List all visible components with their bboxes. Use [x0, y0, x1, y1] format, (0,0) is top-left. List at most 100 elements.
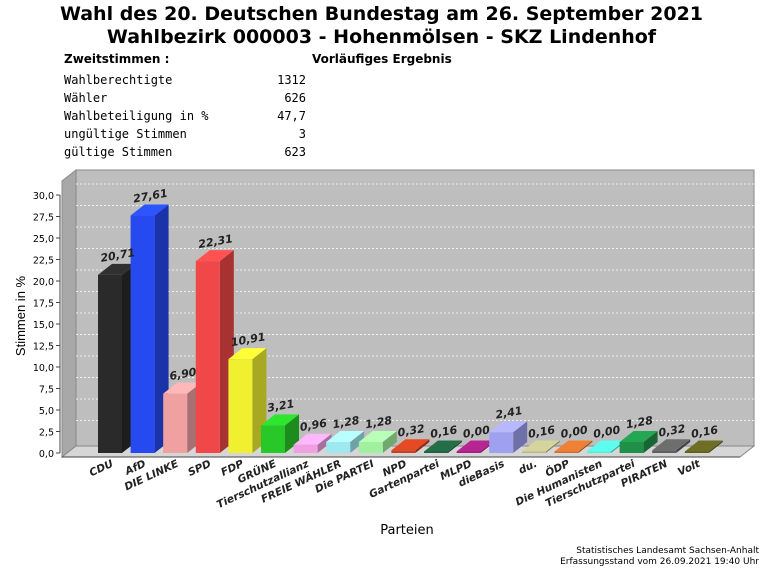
bar-front	[130, 215, 155, 453]
bar-front	[261, 425, 285, 453]
bar-value-label: 6,90	[168, 365, 197, 383]
bar-value-label: 0,00	[592, 423, 621, 441]
bar-value-label: 27,61	[132, 187, 169, 206]
y-tick-label: 17,5	[33, 299, 54, 310]
y-tick-label: 0,0	[39, 449, 54, 460]
bar-front	[228, 359, 253, 453]
bar-front	[652, 450, 677, 453]
y-tick-label: 7,5	[39, 385, 54, 396]
bar-die-linke	[163, 382, 202, 453]
bar-front	[358, 441, 383, 453]
bar-top	[195, 250, 234, 262]
bar-front	[293, 444, 318, 453]
y-tick-label: 2,5	[39, 428, 54, 439]
bar-top	[489, 421, 528, 433]
bar-value-label: 0,00	[462, 423, 491, 441]
plot-left-wall	[61, 168, 77, 459]
y-axis-label: Stimmen in %	[13, 275, 28, 356]
bar-value-label: 0,96	[299, 416, 328, 434]
bar-side	[545, 440, 560, 453]
x-tick-label: CDU	[88, 458, 116, 480]
y-tick-label: 30,0	[33, 191, 54, 202]
stat-value: 623	[284, 145, 306, 159]
stat-value: 1312	[277, 73, 306, 87]
bar-value-label: 1,28	[364, 414, 393, 432]
bar-front	[326, 441, 351, 453]
bar-front	[554, 451, 579, 453]
bar-spd	[195, 250, 234, 453]
bar-value-label: 0,00	[560, 423, 589, 441]
bar--dp	[554, 440, 593, 453]
bar-side	[382, 430, 397, 453]
preliminary-result-label: Vorläufiges Ergebnis	[312, 52, 452, 66]
bar-side	[154, 204, 169, 453]
bar-freie-w-hler	[326, 430, 365, 453]
stat-row-voters: Wähler 626	[64, 91, 306, 109]
bar-front	[521, 451, 546, 453]
x-axis-label: Parteien	[380, 523, 434, 538]
y-tick-label: 15,0	[33, 320, 54, 331]
bar-top	[424, 440, 462, 452]
bar-side	[350, 430, 365, 453]
bar-value-label: 0,32	[397, 422, 426, 440]
stat-label: Wähler	[64, 91, 108, 105]
bar-front	[456, 451, 481, 453]
y-tick-label: 12,5	[33, 342, 54, 353]
gridlines	[76, 183, 754, 421]
bar-cdu	[98, 263, 136, 453]
y-tick-label: 10,0	[33, 363, 54, 374]
bar-side	[448, 440, 462, 453]
bar-top	[293, 433, 332, 445]
bar-fdp	[228, 348, 267, 453]
bar-top	[391, 439, 430, 451]
bar-diebasis	[489, 421, 528, 453]
zweitstimmen-label: Zweitstimmen :	[64, 52, 170, 66]
bar-tierschutzallianz	[293, 433, 332, 453]
bar-side	[643, 430, 658, 453]
bar-front	[619, 441, 644, 453]
bar-top	[163, 382, 202, 394]
stat-value: 3	[298, 127, 306, 141]
stat-label: Wahlberechtigte	[64, 73, 173, 87]
bar-front	[163, 393, 188, 453]
bar-top	[587, 440, 625, 452]
bar-piraten	[652, 439, 691, 453]
bar-side	[415, 439, 430, 453]
bar-side	[578, 440, 593, 453]
y-tick-label: 25,0	[33, 234, 54, 245]
bar-front	[424, 451, 448, 453]
bars	[98, 204, 723, 453]
stat-row-valid: gültige Stimmen 623	[64, 145, 306, 163]
y-tick-label: 5,0	[39, 406, 54, 417]
y-tick-label: 27,5	[33, 213, 54, 224]
bar-gartenpartei	[424, 440, 462, 453]
bar-value-label: 10,91	[230, 330, 267, 349]
bar-value-label: 2,41	[494, 404, 523, 422]
bar-value-label: 0,16	[429, 423, 458, 441]
bar-die-partei	[358, 430, 397, 453]
bar-value-label: 22,31	[197, 232, 234, 251]
bar-side	[317, 433, 332, 453]
stat-row-invalid: ungültige Stimmen 3	[64, 127, 306, 145]
bar-npd	[391, 439, 430, 453]
stat-label: gültige Stimmen	[64, 145, 173, 159]
bar-top	[456, 440, 495, 452]
bar-top	[98, 263, 136, 275]
bar-front	[684, 451, 709, 453]
bar-top	[684, 440, 723, 452]
bar-top	[521, 440, 560, 452]
bar-value-label: 1,28	[625, 414, 654, 432]
bar-top	[261, 414, 299, 426]
bar-front	[391, 450, 416, 453]
bar-top	[130, 204, 169, 216]
chart-title-line2: Wahlbezirk 000003 - Hohenmölsen - SKZ Li…	[106, 26, 657, 48]
x-tick-label: SPD	[186, 458, 213, 479]
bar-value-label: 3,21	[266, 397, 295, 415]
bar-value-label: 0,32	[657, 422, 686, 440]
bar-top	[326, 430, 365, 442]
bar-front	[195, 261, 220, 453]
bar-value-label: 0,16	[527, 423, 556, 441]
bar-side	[513, 421, 528, 453]
